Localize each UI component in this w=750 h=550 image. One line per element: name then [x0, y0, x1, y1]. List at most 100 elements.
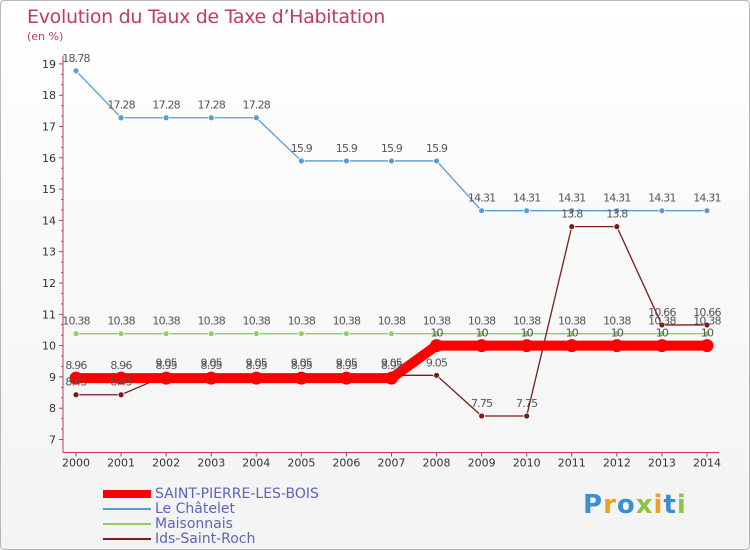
- y-axis-unit: (en %): [27, 30, 64, 43]
- data-point: [658, 330, 666, 338]
- legend-item: Le Châtelet: [103, 501, 235, 517]
- data-label: 10.38: [648, 315, 676, 328]
- logo-letter: P: [583, 490, 604, 520]
- data-label: 18.78: [62, 52, 90, 65]
- legend-item: Maisonnais: [103, 516, 233, 532]
- data-label: 15.9: [426, 142, 448, 155]
- data-point: [72, 67, 80, 75]
- x-tick-label: 2013: [648, 457, 676, 470]
- legend-swatch: [103, 523, 151, 525]
- legend-swatch: [103, 490, 151, 498]
- data-label: 10.38: [378, 315, 406, 328]
- data-point: [565, 339, 579, 353]
- data-point: [703, 321, 711, 329]
- logo-letter: o: [616, 490, 636, 520]
- x-tick-label: 2004: [242, 457, 270, 470]
- data-point: [207, 114, 215, 122]
- data-label: 15.9: [291, 142, 313, 155]
- y-tick-label: 14: [42, 214, 56, 227]
- data-label: 8.95: [336, 359, 358, 372]
- data-point: [658, 321, 666, 329]
- data-point: [478, 330, 486, 338]
- data-point: [433, 371, 440, 379]
- x-tick-label: 2007: [377, 457, 405, 470]
- x-tick-label: 2008: [423, 457, 451, 470]
- data-label: 9.05: [201, 356, 223, 369]
- data-label: 10.38: [693, 315, 721, 328]
- data-point: [117, 330, 125, 338]
- data-label: 14.31: [468, 192, 496, 205]
- y-tick-label: 15: [42, 183, 56, 196]
- data-label: 10.38: [558, 315, 586, 328]
- x-tick-label: 2001: [107, 457, 135, 470]
- data-label: 15.9: [381, 142, 403, 155]
- data-point: [523, 412, 531, 420]
- data-label: 10.38: [62, 315, 90, 328]
- data-label: 7.75: [471, 397, 493, 410]
- legend-item: Ids-Saint-Roch: [103, 531, 255, 547]
- data-point: [204, 371, 218, 385]
- chart-title: Evolution du Taux de Taxe d’Habitation: [27, 6, 385, 28]
- data-label: 9.05: [291, 356, 313, 369]
- data-point: [162, 330, 170, 338]
- legend-item: SAINT-PIERRE-LES-BOIS: [103, 486, 319, 502]
- data-point: [117, 391, 125, 399]
- data-label: 8.43: [110, 376, 132, 389]
- data-point: [655, 339, 669, 353]
- legend-label: Le Châtelet: [155, 501, 235, 517]
- data-label: 10: [566, 327, 579, 340]
- data-point: [430, 339, 444, 353]
- data-label: 10: [611, 327, 624, 340]
- data-label: 8.95: [246, 359, 268, 372]
- data-point: [523, 207, 531, 215]
- data-label: 9.05: [426, 356, 448, 369]
- y-tick-label: 7: [49, 434, 56, 447]
- data-label: 9.05: [381, 356, 403, 369]
- data-label: 15.9: [336, 142, 358, 155]
- data-label: 9.05: [246, 356, 268, 369]
- legend-swatch: [103, 508, 151, 510]
- data-label: 17.28: [243, 99, 271, 112]
- y-tick-label: 11: [42, 308, 56, 321]
- x-tick-label: 2000: [62, 457, 90, 470]
- x-tick-label: 2014: [693, 457, 721, 470]
- data-label: 17.28: [107, 99, 135, 112]
- data-point: [568, 330, 576, 338]
- data-label: 10: [430, 327, 443, 340]
- x-tick-label: 2006: [332, 457, 360, 470]
- x-tick-label: 2002: [152, 457, 180, 470]
- data-point: [613, 223, 621, 231]
- legend-label: Maisonnais: [155, 516, 233, 532]
- data-label: 10.38: [468, 315, 496, 328]
- logo-letter: x: [635, 490, 654, 520]
- proxiti-logo: Proxiti: [583, 490, 687, 520]
- data-point: [523, 330, 531, 338]
- data-label: 10.38: [513, 315, 541, 328]
- data-label: 14.31: [603, 192, 631, 205]
- data-label: 10.38: [603, 315, 631, 328]
- data-point: [343, 157, 350, 165]
- data-label: 10.38: [152, 315, 180, 328]
- y-tick-label: 10: [42, 340, 56, 353]
- data-label: 7.75: [516, 397, 538, 410]
- data-label: 10: [701, 327, 714, 340]
- data-point: [478, 207, 486, 215]
- data-point: [613, 330, 621, 338]
- data-point: [72, 391, 80, 399]
- data-point: [207, 330, 215, 338]
- y-tick-label: 17: [42, 121, 56, 134]
- y-tick-label: 13: [42, 246, 56, 259]
- data-label: 8.95: [381, 359, 403, 372]
- data-point: [700, 339, 714, 353]
- logo-letter: t: [663, 490, 677, 520]
- data-label: 8.95: [291, 359, 313, 372]
- data-point: [703, 207, 711, 215]
- data-point: [478, 412, 486, 420]
- data-label: 10.66: [648, 306, 676, 319]
- data-point: [249, 371, 263, 385]
- legend-label: Ids-Saint-Roch: [155, 531, 256, 547]
- data-label: 17.28: [197, 99, 225, 112]
- y-tick-label: 8: [49, 402, 56, 415]
- data-point: [433, 330, 440, 338]
